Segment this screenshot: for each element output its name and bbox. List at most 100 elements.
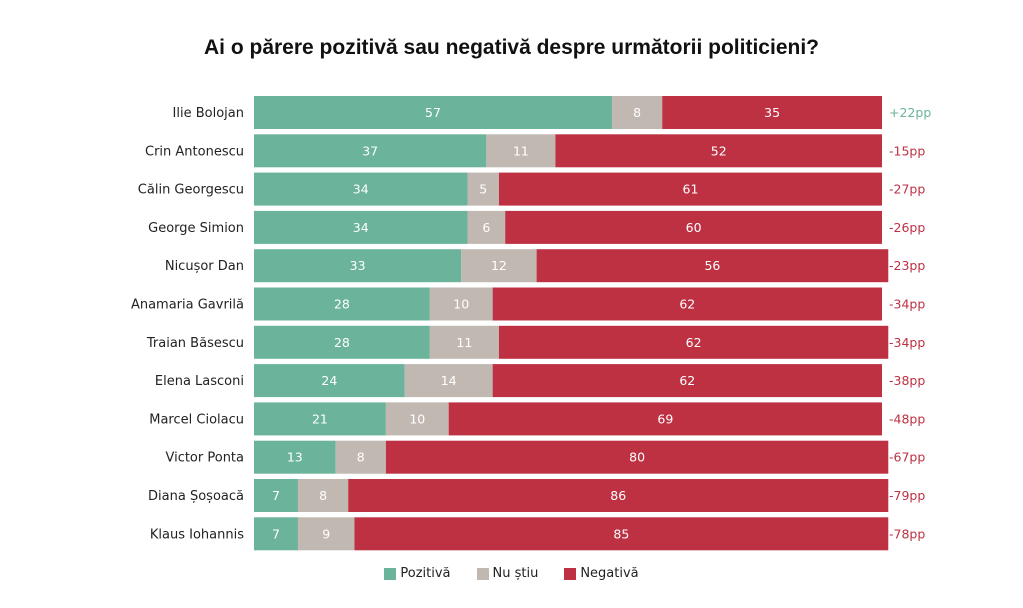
legend-swatch (384, 567, 397, 580)
bar-row-anamaria-gavrila: Anamaria Gavrilă 28 10 62 -34pp (131, 287, 925, 321)
data-label: 28 (334, 335, 350, 350)
net-difference-label: -34pp (889, 335, 925, 350)
bar-segment-nu-stiu (611, 96, 663, 129)
data-label: 86 (610, 488, 626, 503)
bar-row-traian-basescu: Traian Băsescu 28 11 62 -34pp (146, 325, 925, 359)
bar-segment-nu-stiu (385, 402, 449, 436)
data-label: 62 (679, 297, 695, 312)
category-label: Marcel Ciolacu (149, 412, 244, 427)
data-label: 85 (613, 526, 629, 541)
net-difference-label: -23pp (889, 258, 925, 273)
data-label: 11 (456, 335, 472, 350)
category-label: Klaus Iohannis (150, 527, 244, 542)
net-difference-label: -27pp (889, 182, 925, 197)
data-label: 13 (287, 450, 303, 465)
bar-segment-nu-stiu (467, 172, 499, 206)
legend-label: Negativă (580, 566, 639, 581)
data-label: 35 (764, 105, 780, 120)
legend-item-nu-stiu: Nu știu (476, 566, 539, 581)
data-label: 28 (334, 297, 350, 312)
data-label: 62 (679, 373, 695, 388)
data-label: 8 (357, 450, 365, 465)
bar-segment-negativa (448, 402, 882, 436)
data-label: 34 (353, 182, 369, 197)
bar-segment-negativa (536, 249, 889, 283)
bar-segment-pozitiva (254, 96, 612, 129)
data-label: 37 (362, 143, 378, 158)
data-label: 24 (321, 373, 337, 388)
bar-segment-nu-stiu (461, 249, 537, 283)
bar-row-diana-sosoaca: Diana Șoșoacă 7 8 86 -79pp (148, 479, 925, 512)
bar-segment-nu-stiu (429, 287, 493, 321)
category-label: Nicușor Dan (165, 259, 244, 274)
bar-segment-nu-stiu (297, 479, 349, 512)
bar-segment-nu-stiu (486, 134, 556, 168)
bar-segment-negativa (492, 364, 882, 398)
bar-row-calin-georgescu: Călin Georgescu 34 5 61 -27pp (138, 172, 925, 206)
bar-segment-negativa (555, 134, 882, 168)
bar-segment-nu-stiu (404, 364, 493, 398)
data-label: 69 (657, 411, 673, 426)
net-difference-label: -15pp (889, 143, 925, 158)
bar-segment-negativa (492, 287, 882, 321)
net-difference-label: +22pp (889, 105, 931, 120)
data-label: 10 (409, 411, 425, 426)
net-difference-label: -34pp (889, 297, 925, 312)
bar-segment-pozitiva (254, 517, 298, 551)
category-label: Călin Georgescu (138, 183, 244, 198)
data-label: 56 (704, 258, 720, 273)
bar-segment-nu-stiu (429, 325, 499, 359)
bar-row-marcel-ciolacu: Marcel Ciolacu 21 10 69 -48pp (149, 402, 925, 436)
data-label: 21 (312, 411, 328, 426)
bar-segment-pozitiva (254, 249, 462, 283)
bar-row-klaus-iohannis: Klaus Iohannis 7 9 85 -78pp (150, 517, 925, 551)
data-label: 62 (686, 335, 702, 350)
net-difference-label: -79pp (889, 488, 925, 503)
bar-row-victor-ponta: Victor Ponta 13 8 80 -67pp (165, 440, 925, 474)
legend-swatch (476, 567, 489, 580)
data-label: 10 (453, 297, 469, 312)
data-label: 52 (711, 143, 727, 158)
bar-segment-negativa (354, 517, 889, 551)
legend: Pozitivă Nu știu Negativă (0, 566, 1023, 581)
bar-segment-pozitiva (254, 210, 468, 244)
category-label: Elena Lasconi (155, 374, 244, 389)
net-difference-label: -38pp (889, 373, 925, 388)
bar-segment-negativa (348, 479, 889, 512)
legend-item-pozitiva: Pozitivă (384, 566, 451, 581)
category-label: George Simion (148, 221, 244, 236)
bar-segment-nu-stiu (467, 210, 506, 244)
data-label: 8 (319, 488, 327, 503)
category-label: Crin Antonescu (145, 144, 244, 159)
bar-segment-nu-stiu (297, 517, 355, 551)
data-label: 9 (322, 526, 330, 541)
net-difference-label: -78pp (889, 526, 925, 541)
data-label: 11 (513, 143, 529, 158)
data-label: 14 (441, 373, 457, 388)
category-label: Ilie Bolojan (173, 106, 244, 121)
data-label: 7 (272, 526, 280, 541)
data-label: 60 (686, 220, 702, 235)
net-difference-label: -48pp (889, 411, 925, 426)
legend-swatch (564, 567, 577, 580)
data-label: 12 (491, 258, 507, 273)
bar-row-ilie-bolojan: Ilie Bolojan 57 8 35 +22pp (173, 96, 931, 129)
chart-title: Ai o părere pozitivă sau negativă despre… (204, 36, 819, 59)
bar-segment-negativa (385, 440, 889, 474)
category-label: Anamaria Gavrilă (131, 298, 244, 313)
bar-segment-pozitiva (254, 325, 430, 359)
bar-segment-negativa (498, 172, 882, 206)
bar-segment-pozitiva (254, 440, 336, 474)
bar-segment-pozitiva (254, 134, 487, 168)
category-label: Victor Ponta (165, 451, 244, 466)
bar-segment-negativa (662, 96, 882, 129)
bar-segment-negativa (505, 210, 882, 244)
bar-segment-pozitiva (254, 402, 386, 436)
bar-segment-pozitiva (254, 287, 430, 321)
legend-label: Nu știu (492, 566, 539, 581)
category-label: Traian Băsescu (146, 336, 244, 351)
data-label: 33 (350, 258, 366, 273)
bar-row-george-simion: George Simion 34 6 60 -26pp (148, 210, 925, 244)
data-label: 61 (683, 182, 699, 197)
